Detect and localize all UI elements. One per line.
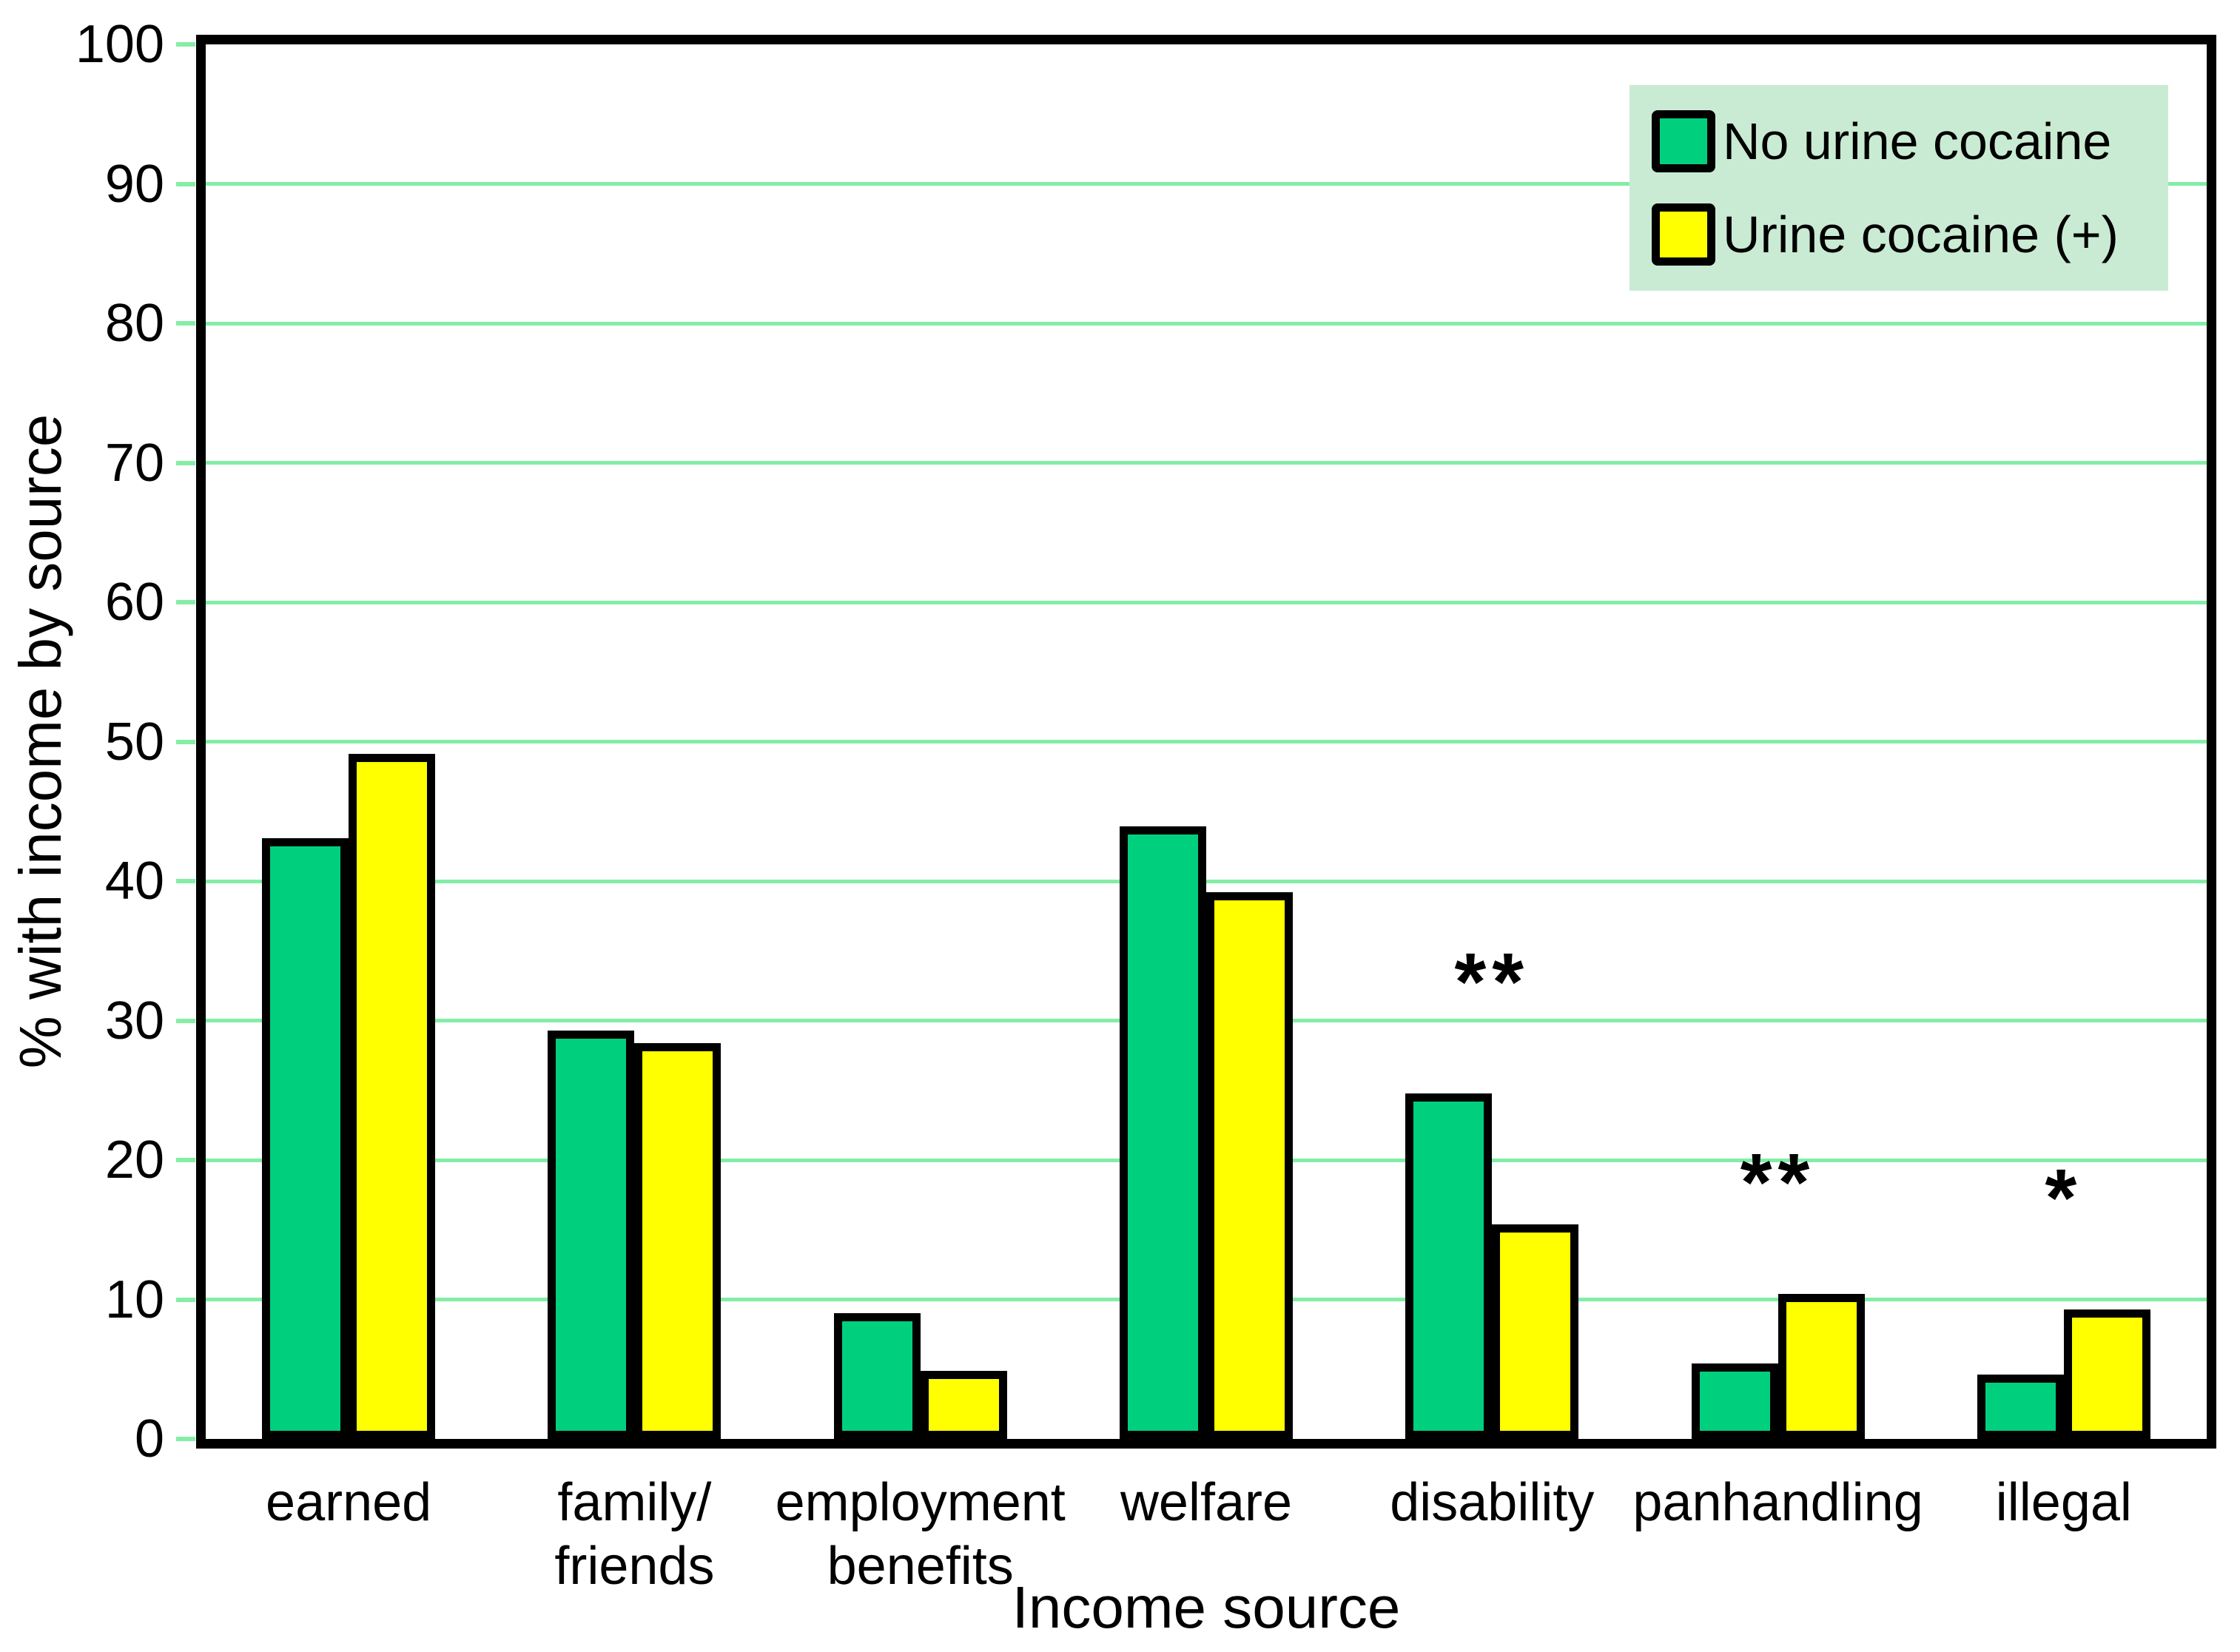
y-tick-40 bbox=[176, 879, 195, 883]
category-label-welfare: welfare bbox=[1120, 1473, 1293, 1532]
bar-urine-cocaine-welfare bbox=[1206, 892, 1293, 1439]
y-tick-80 bbox=[176, 321, 195, 326]
category-label-employment: employment benefits bbox=[775, 1473, 1066, 1596]
gridline-80 bbox=[206, 321, 2207, 326]
plot-area: ** ** * No urine cocaine Urine cocaine (+) bbox=[196, 35, 2216, 1449]
y-tick-label-50: 50 bbox=[104, 712, 164, 772]
bar-no-urine-cocaine-welfare bbox=[1120, 826, 1206, 1439]
legend-label-no-urine-cocaine: No urine cocaine bbox=[1723, 112, 2112, 170]
legend-swatch-yellow bbox=[1652, 203, 1715, 266]
bar-no-urine-cocaine-earned bbox=[262, 838, 349, 1439]
gridline-40 bbox=[206, 879, 2207, 883]
legend-swatch-green bbox=[1652, 110, 1715, 172]
bar-no-urine-cocaine-family bbox=[548, 1031, 635, 1439]
category-label-family: family/friends bbox=[554, 1473, 715, 1596]
category-label-panhandling: panhandling bbox=[1632, 1473, 1923, 1532]
gridline-90 bbox=[206, 182, 2207, 186]
y-tick-20 bbox=[176, 1158, 195, 1162]
y-tick-label-100: 100 bbox=[75, 15, 164, 74]
bar-no-urine-cocaine-illegal bbox=[1977, 1375, 2064, 1439]
y-tick-100 bbox=[176, 42, 195, 47]
bar-urine-cocaine-disability bbox=[1492, 1224, 1579, 1439]
y-tick-label-30: 30 bbox=[104, 991, 164, 1051]
gridline-60 bbox=[206, 600, 2207, 604]
y-tick-70 bbox=[176, 460, 195, 465]
significance-annotation-disability: ** bbox=[1454, 936, 1530, 1028]
bar-no-urine-cocaine-employment bbox=[833, 1313, 921, 1439]
y-tick-label-20: 20 bbox=[104, 1130, 164, 1190]
y-tick-label-80: 80 bbox=[104, 294, 164, 353]
legend-item-no-urine-cocaine: No urine cocaine bbox=[1652, 110, 2168, 172]
y-tick-label-40: 40 bbox=[104, 852, 164, 911]
y-tick-label-90: 90 bbox=[104, 154, 164, 214]
bar-urine-cocaine-illegal bbox=[2063, 1309, 2150, 1439]
category-label-disability: disability bbox=[1390, 1473, 1595, 1532]
significance-annotation-illegal: * bbox=[2045, 1152, 2083, 1244]
legend: No urine cocaine Urine cocaine (+) bbox=[1629, 85, 2168, 291]
legend-item-urine-cocaine-positive: Urine cocaine (+) bbox=[1652, 203, 2168, 266]
y-tick-60 bbox=[176, 600, 195, 604]
category-label-illegal: illegal bbox=[1995, 1473, 2132, 1532]
bar-no-urine-cocaine-panhandling bbox=[1691, 1363, 1778, 1439]
y-tick-label-70: 70 bbox=[104, 433, 164, 493]
y-tick-0 bbox=[176, 1437, 195, 1441]
bar-urine-cocaine-family bbox=[634, 1043, 722, 1439]
y-tick-label-0: 0 bbox=[134, 1409, 164, 1469]
bar-urine-cocaine-panhandling bbox=[1777, 1294, 1865, 1439]
significance-annotation-panhandling: ** bbox=[1740, 1136, 1816, 1228]
bar-urine-cocaine-earned bbox=[349, 754, 436, 1439]
legend-label-urine-cocaine-positive: Urine cocaine (+) bbox=[1723, 206, 2119, 263]
x-axis-title: Income source bbox=[1012, 1574, 1401, 1640]
y-tick-50 bbox=[176, 739, 195, 744]
gridline-50 bbox=[206, 740, 2207, 744]
bar-no-urine-cocaine-disability bbox=[1405, 1093, 1493, 1439]
gridline-70 bbox=[206, 461, 2207, 465]
category-label-earned: earned bbox=[266, 1473, 432, 1532]
bar-urine-cocaine-employment bbox=[920, 1371, 1007, 1439]
y-tick-label-60: 60 bbox=[104, 573, 164, 632]
y-tick-10 bbox=[176, 1297, 195, 1302]
y-tick-30 bbox=[176, 1018, 195, 1023]
y-tick-90 bbox=[176, 181, 195, 186]
y-tick-label-10: 10 bbox=[104, 1270, 164, 1329]
